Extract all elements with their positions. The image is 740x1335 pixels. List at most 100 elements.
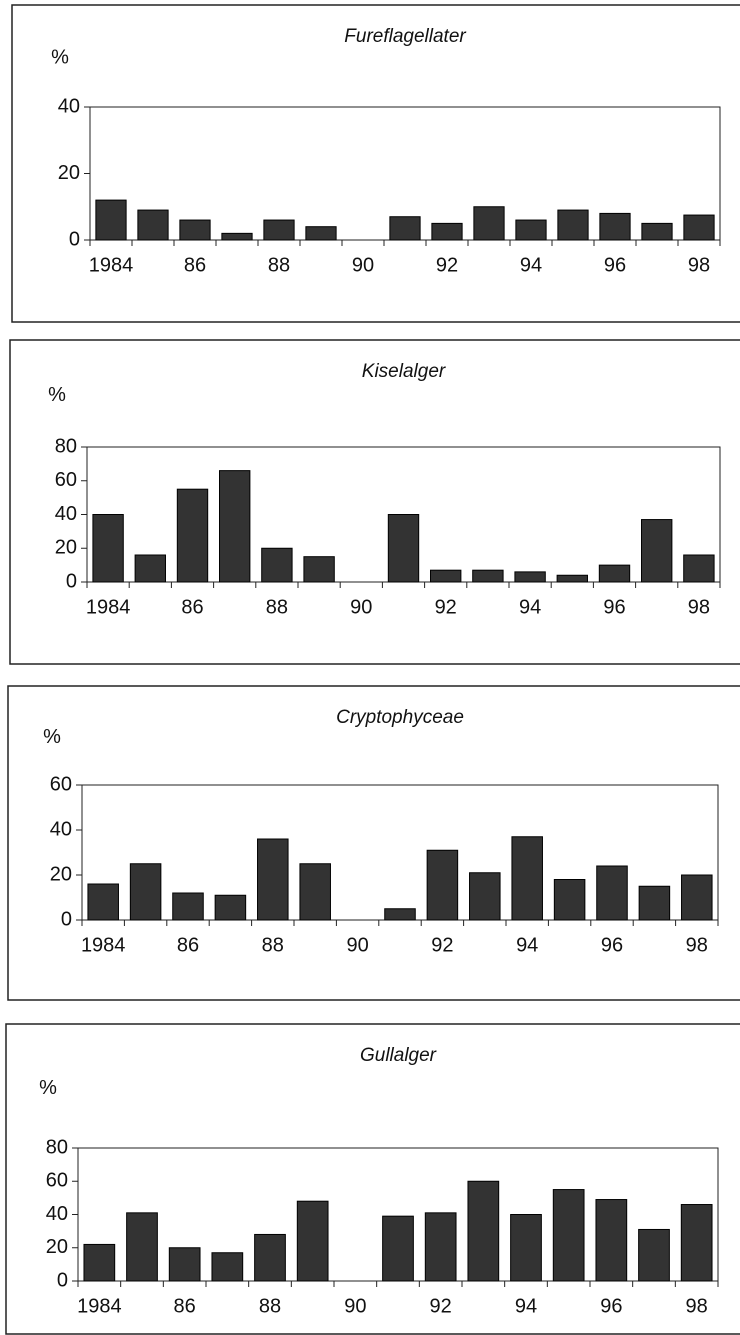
x-tick-label: 92 — [435, 596, 457, 618]
y-axis-label: % — [39, 1077, 57, 1099]
bar — [469, 872, 501, 921]
bar — [596, 865, 628, 921]
y-tick-label: 60 — [46, 1170, 68, 1192]
y-tick-label: 40 — [50, 818, 72, 840]
bar — [221, 232, 253, 241]
x-tick-label: 98 — [688, 254, 710, 276]
y-tick-label: 20 — [58, 162, 80, 184]
panel-frame — [9, 339, 740, 665]
bar — [172, 892, 204, 921]
bar — [641, 222, 673, 241]
x-tick-label: 86 — [177, 934, 199, 956]
x-tick-label: 94 — [516, 934, 538, 956]
y-tick-label: 0 — [69, 228, 80, 250]
bar — [472, 569, 504, 583]
x-tick-label: 1984 — [81, 934, 126, 956]
x-tick-label: 98 — [686, 1295, 708, 1317]
x-tick-label: 96 — [600, 1295, 622, 1317]
x-tick-label: 90 — [352, 254, 374, 276]
bar — [511, 836, 543, 921]
bar — [389, 216, 421, 241]
bar — [553, 879, 586, 921]
bar — [467, 1180, 500, 1282]
bar — [296, 1200, 329, 1282]
x-tick-label: 96 — [601, 934, 623, 956]
bar — [595, 1199, 628, 1282]
bar — [83, 1243, 116, 1282]
bar — [683, 214, 715, 241]
chart-title: Fureflagellater — [344, 26, 466, 47]
y-axis-label: % — [48, 384, 66, 406]
x-tick-label: 96 — [604, 254, 626, 276]
y-tick-label: 60 — [50, 773, 72, 795]
y-tick-label: 40 — [58, 95, 80, 117]
x-tick-label: 88 — [259, 1295, 281, 1317]
bar — [641, 519, 673, 583]
bar — [129, 863, 162, 921]
y-axis-label: % — [43, 726, 61, 748]
bar — [137, 209, 169, 241]
bar — [257, 838, 289, 921]
x-tick-label: 86 — [181, 596, 203, 618]
bar — [303, 556, 335, 583]
bar — [263, 219, 295, 241]
bar — [179, 219, 211, 241]
y-tick-label: 40 — [55, 503, 77, 525]
bar — [431, 222, 463, 241]
x-tick-label: 92 — [430, 1295, 452, 1317]
bar — [557, 209, 589, 241]
chart-title: Cryptophyceae — [336, 707, 464, 728]
bar — [382, 1215, 414, 1282]
chart-title: Kiselalger — [362, 361, 446, 382]
bar — [92, 514, 124, 583]
x-tick-label: 98 — [688, 596, 710, 618]
x-tick-label: 96 — [603, 596, 625, 618]
x-tick-label: 88 — [262, 934, 284, 956]
y-tick-label: 20 — [50, 863, 72, 885]
x-tick-label: 1984 — [86, 596, 131, 618]
x-tick-label: 1984 — [77, 1295, 122, 1317]
bar — [556, 574, 588, 583]
bar — [424, 1212, 457, 1282]
bar — [211, 1252, 244, 1282]
x-tick-label: 92 — [436, 254, 458, 276]
bar — [214, 894, 247, 921]
bar — [261, 547, 293, 583]
bar — [552, 1189, 585, 1282]
x-tick-label: 88 — [268, 254, 290, 276]
bar — [87, 883, 119, 921]
bar — [683, 554, 715, 583]
y-axis-label: % — [51, 46, 69, 68]
y-tick-label: 60 — [55, 469, 77, 491]
bar — [387, 514, 420, 583]
bar — [638, 885, 671, 921]
bar — [168, 1247, 201, 1282]
bar — [126, 1212, 158, 1282]
y-tick-label: 0 — [61, 908, 72, 930]
bar — [384, 908, 416, 921]
x-tick-label: 86 — [174, 1295, 196, 1317]
panel-frame — [7, 685, 740, 1001]
bar — [254, 1233, 286, 1282]
y-tick-label: 80 — [46, 1136, 68, 1158]
x-tick-label: 90 — [346, 934, 368, 956]
x-tick-label: 94 — [519, 596, 541, 618]
chart-title: Gullalger — [360, 1045, 437, 1066]
x-tick-label: 94 — [520, 254, 542, 276]
x-tick-label: 90 — [350, 596, 372, 618]
y-tick-label: 0 — [66, 570, 77, 592]
x-tick-label: 92 — [431, 934, 453, 956]
bar — [305, 226, 337, 241]
bar — [510, 1214, 542, 1282]
bar — [598, 564, 631, 583]
x-tick-label: 90 — [344, 1295, 366, 1317]
bar — [473, 206, 505, 241]
bar — [134, 554, 166, 583]
bar — [599, 212, 631, 241]
bar — [430, 569, 462, 583]
x-tick-label: 88 — [266, 596, 288, 618]
x-tick-label: 1984 — [89, 254, 134, 276]
bar — [95, 199, 127, 241]
bar — [176, 488, 209, 583]
